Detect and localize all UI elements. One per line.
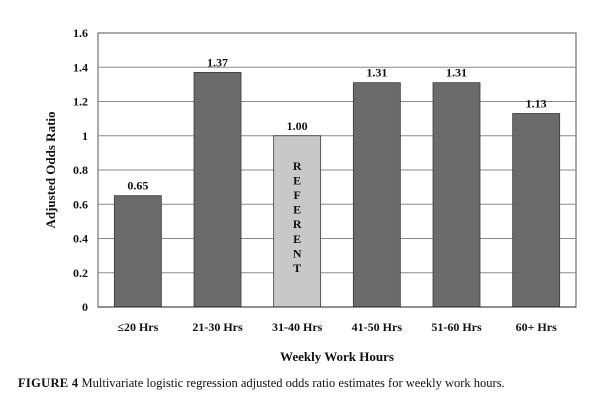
data-label: 1.31 — [446, 66, 467, 80]
data-label: 0.65 — [127, 179, 148, 193]
x-tick-label: 31-40 Hrs — [272, 320, 323, 334]
bar-chart: 0 0.2 0.4 0.6 0.8 1 1.2 1.4 1.6 ≤20 Hrs 21-30 Hrs… — [43, 26, 577, 364]
bar — [432, 82, 481, 308]
referent-letter: R — [293, 217, 302, 231]
bar — [352, 82, 401, 308]
bar — [113, 195, 162, 308]
caption-label: FIGURE 4 — [18, 376, 79, 390]
data-label: 1.13 — [526, 96, 547, 110]
bar — [512, 113, 561, 308]
caption-text: Multivariate logistic regression adjuste… — [81, 376, 505, 390]
x-tick-label: 41-50 Hrs — [352, 320, 403, 334]
bars — [113, 71, 561, 308]
x-tick-label: 51-60 Hrs — [431, 320, 482, 334]
y-tick-label: 1 — [82, 129, 88, 143]
referent-letter: E — [293, 173, 301, 187]
x-tick-label: 21-30 Hrs — [192, 320, 243, 334]
y-tick-labels: 0 0.2 0.4 0.6 0.8 1 1.2 1.4 1.6 — [73, 26, 88, 314]
y-tick-label: 1.2 — [73, 95, 88, 109]
data-labels: 0.65 1.37 1.00 1.31 1.31 1.13 — [127, 55, 546, 192]
y-tick-label: 0.8 — [73, 163, 88, 177]
data-label: 1.31 — [366, 66, 387, 80]
referent-letter: E — [293, 232, 301, 246]
referent-letter: F — [293, 188, 300, 202]
referent-letter: E — [293, 203, 301, 217]
figure-caption: FIGURE 4 Multivariate logistic regressio… — [18, 376, 598, 391]
data-label: 1.00 — [287, 119, 308, 133]
x-axis-title: Weekly Work Hours — [280, 349, 394, 364]
y-tick-label: 0.6 — [73, 197, 88, 211]
referent-letter: T — [293, 261, 301, 275]
referent-letter: N — [293, 246, 302, 260]
x-tick-label: 60+ Hrs — [516, 320, 557, 334]
y-tick-label: 1.6 — [73, 26, 88, 40]
y-tick-label: 1.4 — [73, 60, 88, 74]
y-tick-label: 0 — [82, 300, 88, 314]
data-label: 1.37 — [207, 55, 228, 69]
x-tick-labels: ≤20 Hrs 21-30 Hrs 31-40 Hrs 41-50 Hrs 51-60 … — [117, 320, 557, 334]
x-tick-label: ≤20 Hrs — [117, 320, 158, 334]
y-axis-title: Adjusted Odds Ratio — [43, 111, 58, 228]
y-tick-label: 0.2 — [73, 266, 88, 280]
gridlines — [98, 66, 576, 274]
referent-letter: R — [293, 159, 302, 173]
y-tick-label: 0.4 — [73, 232, 88, 246]
bar — [193, 71, 242, 308]
